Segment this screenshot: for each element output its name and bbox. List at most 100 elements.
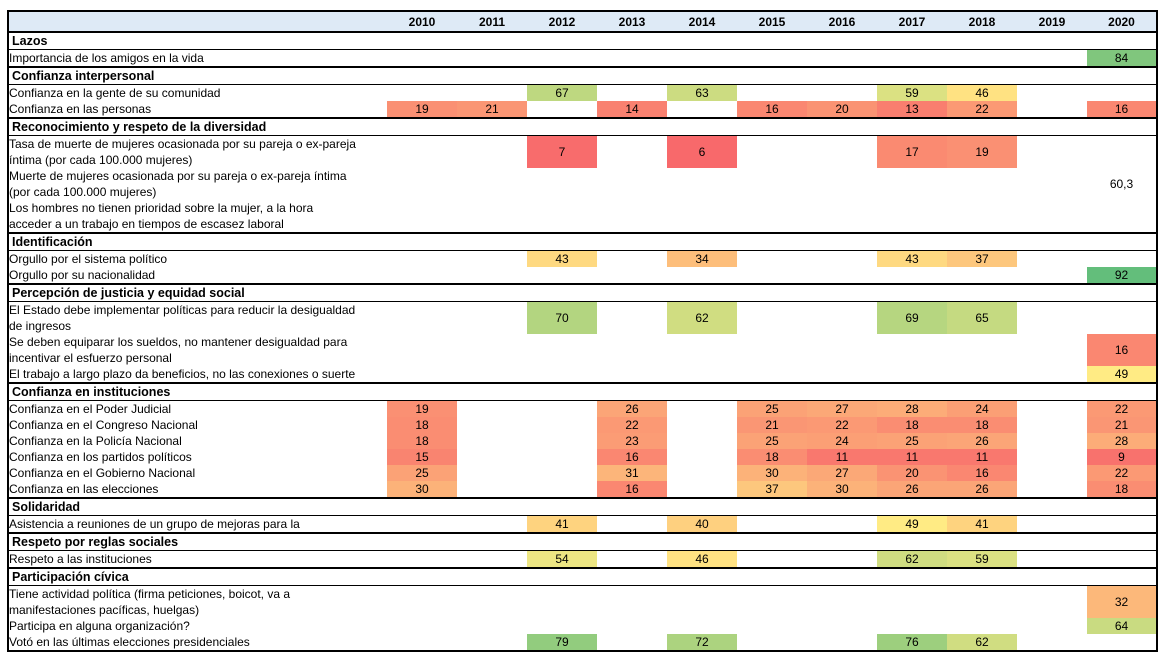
value-cell-2018[interactable]: [947, 366, 1017, 383]
value-cell-2013[interactable]: [597, 586, 667, 619]
value-cell-2016[interactable]: [807, 366, 877, 383]
value-cell-2018[interactable]: [947, 50, 1017, 68]
value-cell-2014[interactable]: [667, 417, 737, 433]
value-cell-2010[interactable]: 18: [387, 417, 457, 433]
value-cell-2018[interactable]: 22: [947, 101, 1017, 118]
value-cell-2014[interactable]: 40: [667, 515, 737, 533]
value-cell-2016[interactable]: [807, 634, 877, 651]
value-cell-2018[interactable]: 18: [947, 417, 1017, 433]
row-label[interactable]: Confianza en la gente de su comunidad: [9, 86, 221, 100]
value-cell-2016[interactable]: [807, 586, 877, 619]
value-cell-2017[interactable]: 62: [877, 550, 947, 568]
value-cell-2017[interactable]: 13: [877, 101, 947, 118]
value-cell-2019[interactable]: [1017, 136, 1087, 169]
value-cell-2016[interactable]: [807, 50, 877, 68]
value-cell-2020[interactable]: [1087, 551, 1157, 569]
row-label[interactable]: Confianza en el Poder Judicial: [9, 402, 172, 416]
value-cell-2020[interactable]: 49: [1087, 366, 1157, 383]
value-cell-2020[interactable]: 92: [1087, 267, 1157, 284]
value-cell-2014[interactable]: [667, 50, 737, 68]
row-label[interactable]: Los hombres no tienen prioridad sobre la…: [9, 201, 314, 231]
value-cell-2010[interactable]: 15: [387, 449, 457, 465]
value-cell-2012[interactable]: [527, 50, 597, 68]
value-cell-2013[interactable]: 26: [597, 400, 667, 417]
value-cell-2012[interactable]: [527, 267, 597, 284]
row-label[interactable]: Participa en alguna organización?: [9, 619, 190, 633]
value-cell-2016[interactable]: 11: [807, 449, 877, 465]
value-cell-2018[interactable]: 41: [947, 515, 1017, 533]
value-cell-2015[interactable]: [737, 302, 807, 335]
value-cell-2020[interactable]: 18: [1087, 481, 1157, 498]
section-title[interactable]: Identificación: [8, 232, 1157, 251]
value-cell-2015[interactable]: [737, 334, 807, 366]
value-cell-2019[interactable]: [1017, 618, 1087, 634]
value-cell-2016[interactable]: [807, 136, 877, 169]
value-cell-2019[interactable]: [1017, 366, 1087, 383]
value-cell-2013[interactable]: [597, 50, 667, 68]
value-cell-2012[interactable]: 79: [527, 634, 597, 651]
value-cell-2019[interactable]: [1017, 251, 1087, 268]
value-cell-2013[interactable]: [597, 267, 667, 284]
value-cell-2013[interactable]: 22: [597, 417, 667, 433]
value-cell-2014[interactable]: [667, 334, 737, 366]
value-cell-2020[interactable]: [1087, 302, 1157, 335]
value-cell-2020[interactable]: [1087, 251, 1157, 268]
value-cell-2011[interactable]: 21: [457, 101, 527, 118]
value-cell-2020[interactable]: 16: [1087, 101, 1157, 118]
value-cell-2018[interactable]: [947, 267, 1017, 284]
value-cell-2018[interactable]: [947, 586, 1017, 619]
value-cell-2020[interactable]: 28: [1087, 433, 1157, 449]
value-cell-2011[interactable]: [457, 481, 527, 498]
section-title[interactable]: Confianza interpersonal: [8, 66, 1157, 85]
row-label[interactable]: Respeto a las instituciones: [9, 552, 152, 566]
value-cell-2013[interactable]: 23: [597, 433, 667, 449]
value-cell-2015[interactable]: [737, 50, 807, 68]
value-cell-2018[interactable]: 26: [947, 481, 1017, 498]
value-cell-2011[interactable]: [457, 168, 527, 200]
value-cell-2011[interactable]: [457, 251, 527, 268]
value-cell-2015[interactable]: [737, 251, 807, 268]
row-label[interactable]: Orgullo por su nacionalidad: [9, 268, 156, 282]
value-cell-2018[interactable]: 37: [947, 250, 1017, 267]
section-title[interactable]: Confianza en instituciones: [8, 382, 1157, 401]
value-cell-2016[interactable]: 30: [807, 481, 877, 498]
value-cell-2015[interactable]: 25: [737, 433, 807, 449]
value-cell-2016[interactable]: 22: [807, 417, 877, 433]
value-cell-2013[interactable]: [597, 168, 667, 200]
value-cell-2011[interactable]: [457, 200, 527, 233]
value-cell-2016[interactable]: [807, 267, 877, 284]
value-cell-2012[interactable]: [527, 334, 597, 366]
value-cell-2017[interactable]: [877, 200, 947, 233]
value-cell-2010[interactable]: [387, 200, 457, 233]
row-label[interactable]: Tiene actividad política (firma peticion…: [9, 587, 291, 617]
value-cell-2011[interactable]: [457, 516, 527, 534]
row-label[interactable]: El Estado debe implementar políticas par…: [9, 303, 356, 333]
value-cell-2015[interactable]: 25: [737, 400, 807, 417]
value-cell-2014[interactable]: 72: [667, 634, 737, 651]
value-cell-2018[interactable]: 19: [947, 135, 1017, 168]
value-cell-2020[interactable]: 32: [1087, 585, 1157, 618]
value-cell-2012[interactable]: [527, 401, 597, 418]
row-label[interactable]: El trabajo a largo plazo da beneficios, …: [9, 367, 356, 381]
value-cell-2015[interactable]: 30: [737, 465, 807, 481]
value-cell-2011[interactable]: [457, 634, 527, 651]
value-cell-2013[interactable]: [597, 618, 667, 634]
value-cell-2016[interactable]: [807, 302, 877, 335]
value-cell-2018[interactable]: [947, 334, 1017, 366]
column-header-2017[interactable]: 2017: [877, 11, 947, 33]
value-cell-2020[interactable]: [1087, 85, 1157, 102]
value-cell-2016[interactable]: 27: [807, 400, 877, 417]
value-cell-2010[interactable]: [387, 251, 457, 268]
value-cell-2014[interactable]: 6: [667, 135, 737, 168]
value-cell-2016[interactable]: [807, 200, 877, 233]
value-cell-2012[interactable]: 43: [527, 250, 597, 267]
value-cell-2011[interactable]: [457, 586, 527, 619]
value-cell-2020[interactable]: [1087, 516, 1157, 534]
value-cell-2017[interactable]: [877, 50, 947, 68]
value-cell-2011[interactable]: [457, 267, 527, 284]
value-cell-2013[interactable]: [597, 136, 667, 169]
value-cell-2010[interactable]: [387, 516, 457, 534]
value-cell-2013[interactable]: [597, 200, 667, 233]
value-cell-2013[interactable]: [597, 85, 667, 102]
value-cell-2019[interactable]: [1017, 267, 1087, 284]
